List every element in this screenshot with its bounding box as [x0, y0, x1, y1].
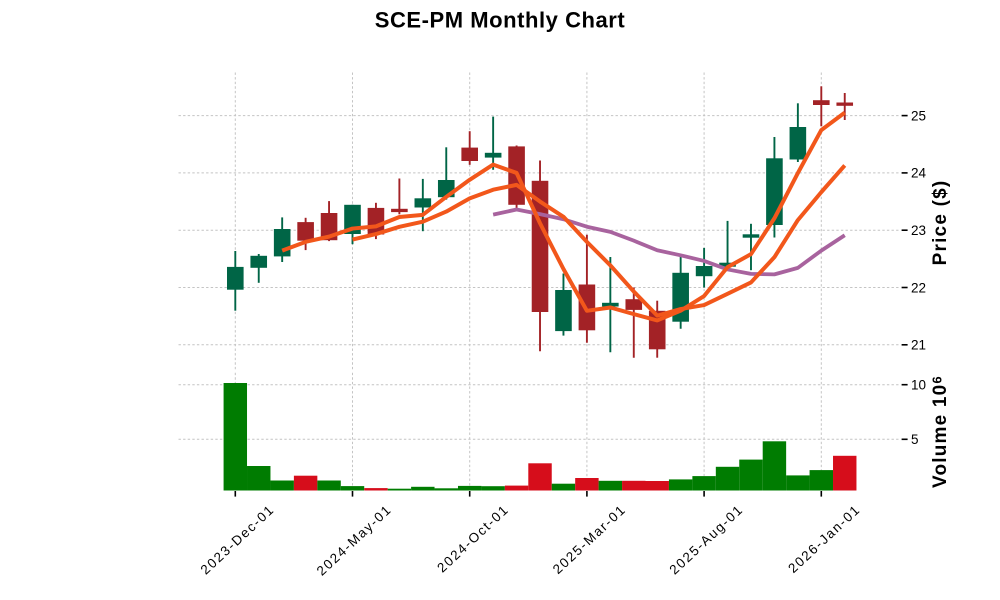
svg-text:21: 21 — [911, 338, 926, 353]
svg-text:22: 22 — [911, 280, 926, 295]
svg-text:10: 10 — [911, 378, 926, 393]
svg-text:5: 5 — [911, 432, 919, 447]
svg-text:25: 25 — [911, 108, 926, 123]
svg-text:Volume 106: Volume 106 — [930, 375, 951, 488]
svg-text:24: 24 — [911, 166, 927, 181]
svg-text:23: 23 — [911, 223, 926, 238]
svg-text:SCE-PM Monthly Chart: SCE-PM Monthly Chart — [375, 8, 626, 33]
svg-text:Price ($): Price ($) — [930, 180, 951, 266]
